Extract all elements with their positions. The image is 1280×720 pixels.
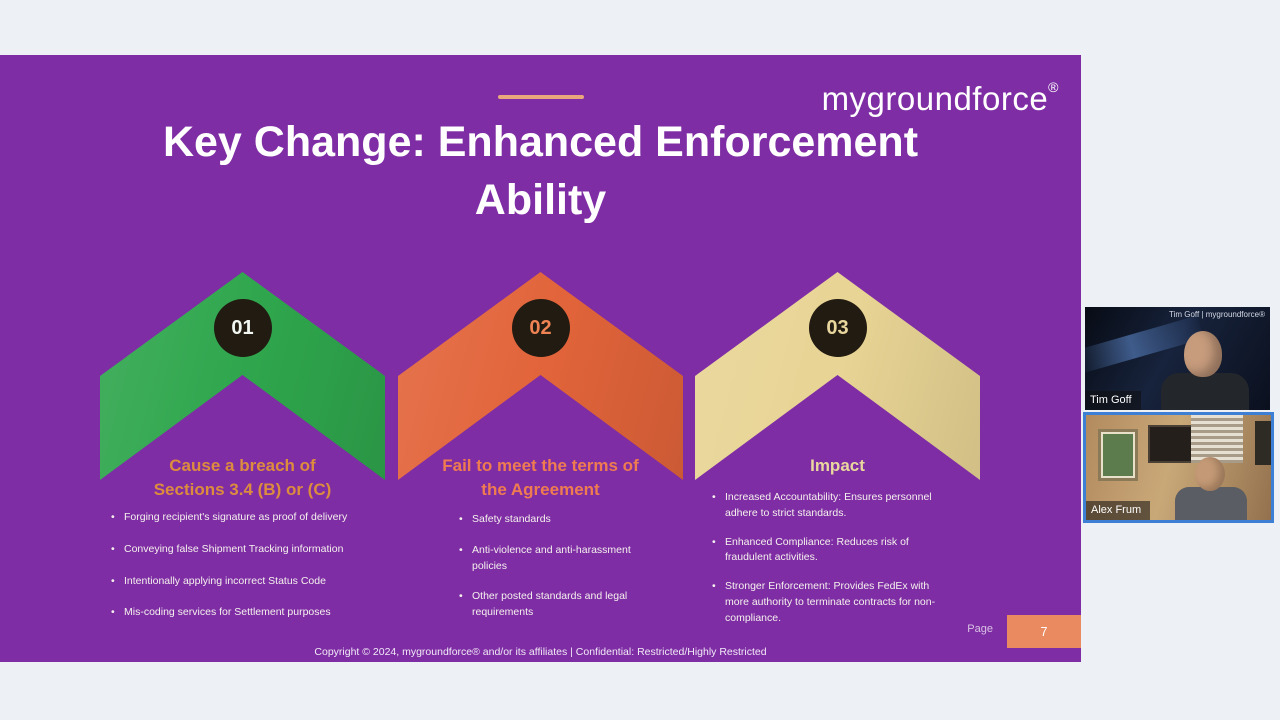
bullet-item: Other posted standards and legal require… (458, 589, 663, 621)
slide-title: Key Change: Enhanced Enforcement Ability (0, 113, 1081, 229)
bullet-list: Forging recipient's signature as proof o… (110, 510, 382, 637)
bullet-item: Intentionally applying incorrect Status … (110, 574, 382, 590)
bullet-list: Safety standards Anti-violence and anti-… (458, 512, 663, 636)
step-number-badge: 01 (213, 299, 272, 357)
step-number: 02 (529, 316, 552, 339)
column-heading: Fail to meet the terms of the Agreement (442, 456, 639, 499)
column-agreement: 02 Fail to meet the terms of the Agreeme… (398, 272, 683, 662)
slide-title-line2: Ability (474, 176, 607, 225)
column-heading: Impact (810, 456, 865, 475)
column-heading: Cause a breach of Sections 3.4 (B) or (C… (153, 456, 332, 499)
confidentiality-footer: Copyright © 2024, mygroundforce® and/or … (314, 646, 767, 658)
bullet-item: Increased Accountability: Ensures person… (711, 490, 946, 522)
brand-logo-text: mygroundforce (821, 80, 1049, 117)
wall-picture-frame (1255, 421, 1271, 465)
bullet-item: Stronger Enforcement: Provides FedEx wit… (711, 579, 946, 626)
window-blinds (1191, 415, 1243, 463)
bullet-item: Anti-violence and anti-harassment polici… (458, 543, 663, 575)
participant-face (1195, 457, 1225, 491)
participant-shoulders (1161, 373, 1249, 410)
wall-picture-frame (1148, 425, 1194, 463)
video-tile-alex-frum[interactable]: Alex Frum (1083, 412, 1274, 523)
column-impact: 03 Impact Increased Accountability: Ensu… (695, 272, 980, 662)
video-overlay-title: Tim Goff | mygroundforce® (1168, 310, 1265, 319)
step-number-badge: 03 (808, 299, 867, 357)
step-number: 03 (826, 316, 849, 339)
participant-face (1184, 331, 1222, 377)
slide-title-line1: Key Change: Enhanced Enforcement (162, 118, 919, 166)
video-tile-tim-goff[interactable]: Tim Goff | mygroundforce® Tim Goff (1085, 307, 1270, 410)
wall-picture-frame (1098, 429, 1138, 481)
bullet-item: Forging recipient's signature as proof o… (110, 510, 382, 526)
presentation-slide: mygroundforce® Key Change: Enhanced Enfo… (0, 55, 1081, 662)
participant-shoulders (1175, 487, 1247, 520)
participant-name-tag: Tim Goff (1085, 391, 1141, 410)
title-accent-line (498, 95, 584, 99)
registered-mark: ® (1048, 79, 1059, 95)
page-number-badge: 7 (1007, 615, 1081, 648)
brand-logo: mygroundforce® (822, 79, 1059, 118)
bullet-list: Increased Accountability: Ensures person… (711, 490, 946, 639)
page-label: Page (967, 623, 993, 635)
step-number-badge: 02 (511, 299, 570, 357)
bullet-item: Safety standards (458, 512, 663, 528)
bullet-item: Enhanced Compliance: Reduces risk of fra… (711, 535, 946, 567)
bullet-item: Conveying false Shipment Tracking inform… (110, 542, 382, 558)
column-breach: 01 Cause a breach of Sections 3.4 (B) or… (100, 272, 385, 662)
bullet-item: Mis-coding services for Settlement purpo… (110, 605, 382, 621)
participant-name-tag: Alex Frum (1086, 501, 1151, 520)
step-number: 01 (231, 316, 254, 339)
